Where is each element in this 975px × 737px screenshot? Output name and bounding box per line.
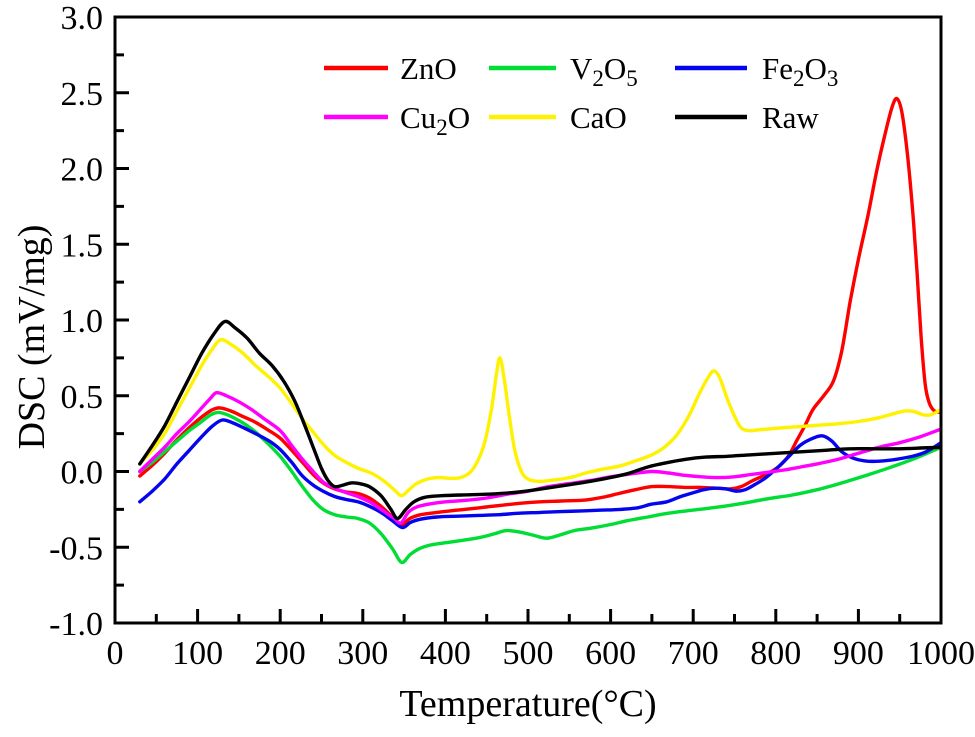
y-tick-label: 0.0	[61, 455, 104, 492]
legend-label: Fe2O3	[762, 51, 838, 91]
y-tick-label: -1.0	[49, 606, 103, 643]
x-tick-label: 700	[668, 635, 719, 672]
series-line-cao	[138, 337, 941, 498]
legend-item-v2o5: V2O5	[489, 51, 638, 91]
series-lines	[138, 96, 941, 565]
x-tick-label: 500	[503, 635, 554, 672]
plot-frame	[113, 15, 943, 625]
x-tick-label: 1000	[907, 635, 975, 672]
x-tick-label: 100	[172, 635, 223, 672]
y-tick-label: 1.5	[61, 227, 104, 264]
x-tick-label: 800	[750, 635, 801, 672]
x-tick-label: 400	[420, 635, 471, 672]
tick-labels: 0 100 200 300 400 500 600 700 800 900 1000 -1.0 -0.5…	[49, 0, 975, 672]
legend-label: V2O5	[570, 51, 638, 91]
x-tick-label: 900	[833, 635, 884, 672]
y-tick-label: 2.0	[61, 152, 104, 189]
series-line-v2o5	[138, 410, 941, 565]
legend-item-cu2o: Cu2O	[324, 100, 470, 140]
y-tick-label: 1.0	[61, 303, 104, 340]
legend-item-fe2o3: Fe2O3	[675, 51, 838, 91]
series-line-zno	[138, 96, 941, 527]
y-tick-label: -0.5	[49, 530, 103, 567]
legend-item-raw: Raw	[675, 100, 819, 135]
legend-label: CaO	[570, 100, 627, 135]
y-axis-label: DSC (mV/mg)	[11, 225, 53, 450]
x-axis-label: Temperature(°C)	[399, 683, 656, 725]
legend-item-zno: ZnO	[324, 51, 457, 86]
series-line-fe2o3	[138, 418, 941, 530]
legend-label: Cu2O	[400, 100, 470, 140]
series-line-raw	[138, 319, 941, 521]
legend-item-cao: CaO	[489, 100, 627, 135]
x-tick-label: 200	[255, 635, 306, 672]
x-tick-label: 300	[337, 635, 388, 672]
y-tick-label: 3.0	[61, 0, 104, 37]
legend-label: ZnO	[400, 51, 457, 86]
y-tick-label: 2.5	[61, 76, 104, 113]
series-line-cu2o	[138, 390, 941, 525]
legend-label: Raw	[762, 100, 819, 135]
x-tick-label: 0	[107, 635, 124, 672]
y-tick-label: 0.5	[61, 379, 104, 416]
legend: ZnO V2O5 Fe2O3 Cu2O CaO Raw	[324, 51, 838, 140]
x-tick-label: 600	[585, 635, 636, 672]
